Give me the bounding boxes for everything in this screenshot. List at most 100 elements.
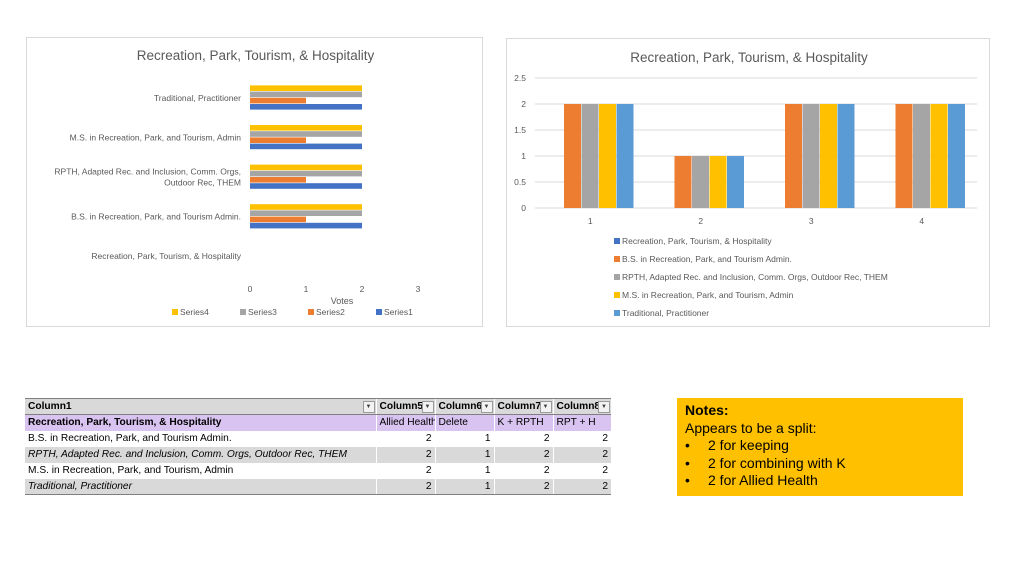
bar: [913, 104, 930, 208]
bullet-icon: •: [685, 472, 690, 488]
table-cell[interactable]: 2: [375, 446, 435, 463]
chart-title: Recreation, Park, Tourism, & Hospitality: [137, 48, 375, 63]
x-tick-label: 1: [588, 216, 593, 226]
bar: [727, 156, 744, 208]
table-cell[interactable]: M.S. in Recreation, Park, and Tourism, A…: [25, 462, 376, 479]
x-tick-label: 4: [919, 216, 924, 226]
bar: [250, 177, 306, 183]
list-item: • 2 for Allied Health: [685, 472, 955, 490]
horizontal-bar-chart-svg: Recreation, Park, Tourism, & Hospitality…: [54, 48, 421, 317]
column-header[interactable]: Column8 ▼: [552, 398, 611, 415]
bar: [785, 104, 802, 208]
legend-label: Recreation, Park, Tourism, & Hospitality: [622, 236, 772, 246]
table-cell[interactable]: RPT + H: [552, 414, 611, 431]
bar: [948, 104, 965, 208]
notes-title: Notes:: [685, 402, 729, 418]
bar: [930, 104, 948, 208]
table-cell[interactable]: 2: [375, 430, 435, 447]
table-cell[interactable]: 2: [493, 462, 553, 479]
bar: [616, 104, 634, 208]
table-cell[interactable]: 2: [493, 478, 553, 495]
category-label: RPTH, Adapted Rec. and Inclusion, Comm. …: [54, 167, 241, 177]
table-cell[interactable]: 2: [552, 430, 611, 447]
bar: [802, 104, 820, 208]
table-cell[interactable]: 2: [493, 446, 553, 463]
category-label: B.S. in Recreation, Park, and Tourism Ad…: [71, 212, 241, 222]
note-text: 2 for Allied Health: [708, 472, 818, 488]
table-row: Traditional, Practitioner 2 1 2 2: [25, 478, 611, 495]
legend-label: Series2: [316, 307, 345, 317]
table-cell[interactable]: K + RPTH: [493, 414, 553, 431]
table-cell[interactable]: 1: [434, 430, 494, 447]
dropdown-arrow-icon[interactable]: ▼: [362, 400, 375, 413]
table-cell[interactable]: Delete: [434, 414, 494, 431]
table-cell[interactable]: 1: [434, 478, 494, 495]
legend-swatch: [614, 256, 620, 262]
bar: [895, 104, 913, 208]
x-tick-label: 1: [304, 284, 309, 294]
y-tick-label: 2: [521, 99, 526, 109]
data-table: Column1 ▼ Column5 ▼ Column6 ▼ Column7 ▼ Colu…: [25, 398, 611, 495]
legend-label: M.S. in Recreation, Park, and Tourism, A…: [622, 290, 794, 300]
x-tick-label: 3: [809, 216, 814, 226]
bar: [250, 104, 362, 110]
list-item: • 2 for keeping: [685, 437, 955, 455]
bar: [250, 183, 362, 189]
dropdown-arrow-icon[interactable]: ▼: [598, 400, 610, 413]
horizontal-bar-chart: Recreation, Park, Tourism, & Hospitality…: [26, 37, 483, 327]
column-header-label: Column6: [438, 401, 481, 412]
bar: [250, 210, 362, 216]
bar: [250, 164, 362, 171]
bullet-icon: •: [685, 454, 690, 471]
bar: [250, 97, 306, 104]
table-cell[interactable]: Recreation, Park, Tourism, & Hospitality: [25, 414, 376, 431]
legend-swatch: [240, 309, 246, 315]
table-cell[interactable]: Allied Health: [375, 414, 435, 431]
column-header-label: Column5: [379, 401, 422, 412]
category-label: M.S. in Recreation, Park, and Tourism, A…: [70, 132, 242, 142]
table-row: B.S. in Recreation, Park, and Tourism Ad…: [25, 430, 611, 447]
notes-intro: Appears to be a split:: [685, 419, 817, 436]
column-header-label: Column7: [497, 401, 540, 412]
table-cell[interactable]: 2: [375, 462, 435, 479]
legend-swatch: [614, 310, 620, 316]
column-header[interactable]: Column1 ▼: [25, 398, 376, 415]
x-tick-label: 3: [416, 284, 421, 294]
dropdown-arrow-icon[interactable]: ▼: [539, 400, 552, 413]
dropdown-arrow-icon[interactable]: ▼: [421, 400, 434, 413]
table-cell[interactable]: 2: [375, 478, 435, 495]
legend-label: RPTH, Adapted Rec. and Inclusion, Comm. …: [622, 272, 888, 282]
column-header[interactable]: Column5 ▼: [375, 398, 435, 415]
legend-swatch: [376, 309, 382, 315]
notes-box: Notes: Appears to be a split: • 2 for kee…: [677, 398, 963, 496]
bar: [837, 104, 855, 208]
table-cell[interactable]: 2: [552, 462, 611, 479]
table-cell[interactable]: 1: [434, 446, 494, 463]
column-header[interactable]: Column6 ▼: [434, 398, 494, 415]
x-tick-label: 2: [698, 216, 703, 226]
legend-swatch: [614, 292, 620, 298]
bar: [674, 156, 692, 208]
bar: [250, 125, 362, 131]
vertical-bar-chart-svg: Recreation, Park, Tourism, & Hospitality…: [514, 50, 977, 318]
legend-swatch: [172, 309, 178, 315]
table-cell[interactable]: 1: [434, 462, 494, 479]
dropdown-arrow-icon[interactable]: ▼: [480, 400, 493, 413]
table-cell[interactable]: B.S. in Recreation, Park, and Tourism Ad…: [25, 430, 376, 447]
table-cell[interactable]: RPTH, Adapted Rec. and Inclusion, Comm. …: [25, 446, 376, 463]
note-text: 2 for combining with K: [708, 454, 846, 471]
table-cell[interactable]: Traditional, Practitioner: [25, 478, 376, 495]
table-row: Recreation, Park, Tourism, & Hospitality…: [25, 414, 611, 431]
table-cell[interactable]: 2: [493, 430, 553, 447]
y-tick-label: 0.5: [514, 177, 526, 187]
table-cell[interactable]: 2: [552, 446, 611, 463]
column-header[interactable]: Column7 ▼: [493, 398, 553, 415]
legend-label: B.S. in Recreation, Park, and Tourism Ad…: [622, 254, 792, 264]
bar: [250, 131, 362, 137]
chart-title: Recreation, Park, Tourism, & Hospitality: [630, 50, 868, 65]
bar: [564, 104, 581, 208]
bar: [250, 170, 362, 177]
legend-label: Traditional, Practitioner: [622, 308, 709, 318]
x-tick-label: 0: [248, 284, 253, 294]
table-cell[interactable]: 2: [552, 478, 611, 495]
